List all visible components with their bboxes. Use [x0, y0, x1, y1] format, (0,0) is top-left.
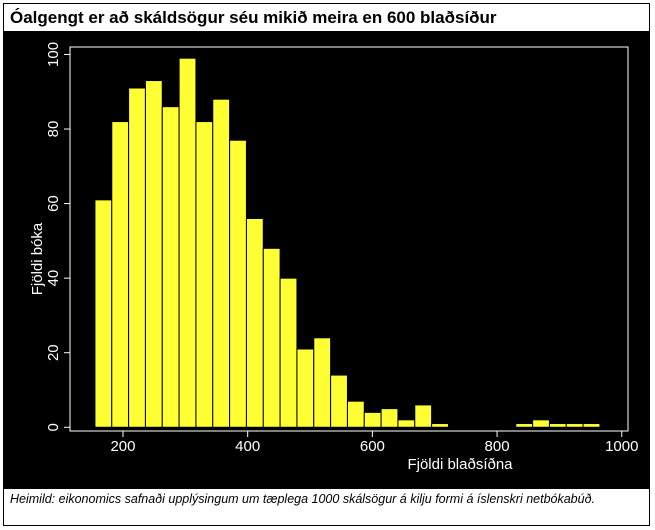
plot-frame	[69, 46, 629, 432]
bar	[363, 411, 382, 428]
page: Óalgengt er að skáldsögur séu mikið meir…	[3, 3, 650, 526]
bar	[245, 217, 264, 428]
bar	[178, 57, 197, 428]
bar	[161, 106, 180, 428]
y-axis-label: Fjöldi bóka	[29, 222, 46, 295]
bar	[380, 408, 399, 428]
chart: Fjöldi blaðsíðna Fjöldi bóka 0 20 40 60 80 10…	[4, 31, 649, 489]
bar	[414, 404, 433, 428]
bar	[279, 277, 298, 428]
y-tick-label: 0	[45, 423, 62, 431]
chart-title: Óalgengt er að skáldsögur séu mikið meir…	[10, 8, 497, 27]
bar	[262, 247, 281, 428]
x-tick-label: 200	[110, 438, 135, 455]
bar	[431, 423, 449, 428]
x-tick-label: 600	[360, 438, 385, 455]
bar	[296, 348, 315, 428]
x-tick-label: 1000	[605, 438, 638, 455]
y-tick-label: 20	[45, 344, 62, 361]
bar	[144, 80, 163, 428]
bar	[313, 337, 332, 428]
y-tick-label: 60	[45, 195, 62, 212]
bar	[346, 400, 365, 428]
bar	[532, 419, 550, 428]
bar	[229, 139, 247, 428]
bar	[548, 423, 567, 428]
y-tick-label: 80	[45, 121, 62, 138]
bar	[111, 121, 130, 428]
bar	[128, 87, 146, 428]
bar	[397, 419, 416, 428]
bar	[330, 374, 348, 428]
y-tick-label: 100	[45, 42, 62, 67]
bar	[212, 98, 231, 428]
x-axis-label: Fjöldi blaðsíðna	[407, 456, 513, 473]
bar	[515, 423, 534, 428]
bar	[565, 423, 584, 428]
bar	[94, 199, 113, 428]
y-tick-label: 40	[45, 270, 62, 287]
x-tick-label: 800	[485, 438, 510, 455]
bar	[195, 121, 214, 428]
x-tick-label: 400	[235, 438, 260, 455]
bar	[582, 423, 601, 428]
caption: Heimild: eikonomics safnaði upplýsingum …	[10, 492, 596, 506]
